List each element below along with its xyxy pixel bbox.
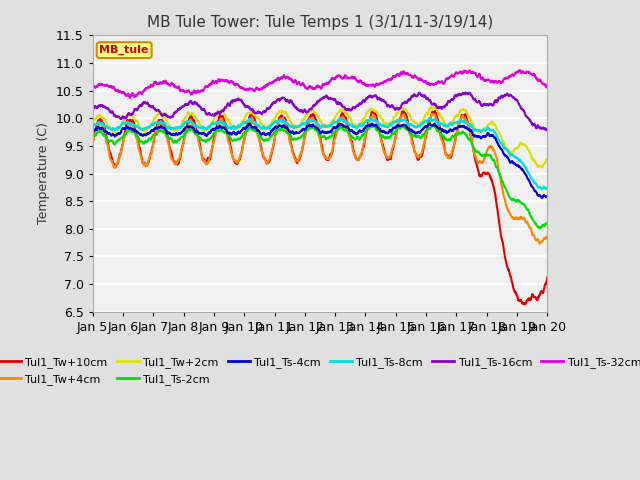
Tul1_Ts-32cm (531, 72, 538, 78)
Tul1_Ts-16cm (543, 128, 551, 133)
Line: Tul1_Tw+10cm: Tul1_Tw+10cm (93, 111, 547, 304)
Tul1_Tw+4cm (531, 233, 538, 239)
Tul1_Ts-2cm (429, 122, 436, 128)
Tul1_Tw+10cm (89, 140, 97, 146)
Text: MB_tule: MB_tule (99, 45, 149, 55)
Tul1_Tw+10cm (298, 148, 305, 154)
Tul1_Ts-4cm (531, 187, 538, 193)
Tul1_Tw+4cm (531, 234, 538, 240)
Tul1_Ts-8cm (112, 127, 120, 132)
Tul1_Tw+4cm (447, 152, 455, 157)
Tul1_Ts-2cm (89, 133, 97, 139)
Tul1_Tw+4cm (310, 117, 317, 123)
Tul1_Tw+10cm (531, 294, 538, 300)
Tul1_Tw+10cm (543, 275, 551, 280)
Tul1_Tw+4cm (298, 148, 305, 154)
Title: MB Tule Tower: Tule Temps 1 (3/1/11-3/19/14): MB Tule Tower: Tule Temps 1 (3/1/11-3/19… (147, 15, 493, 30)
Tul1_Ts-4cm (298, 127, 305, 133)
Tul1_Ts-32cm (112, 88, 120, 94)
Tul1_Ts-32cm (89, 83, 97, 89)
Tul1_Ts-8cm (447, 121, 455, 127)
Tul1_Tw+10cm (531, 294, 538, 300)
Tul1_Ts-2cm (531, 218, 538, 224)
Tul1_Ts-8cm (426, 116, 433, 121)
Tul1_Ts-16cm (310, 102, 317, 108)
Legend: Tul1_Tw+10cm, Tul1_Tw+4cm, Tul1_Tw+2cm, Tul1_Ts-2cm, Tul1_Ts-4cm, Tul1_Ts-8cm, T: Tul1_Tw+10cm, Tul1_Tw+4cm, Tul1_Tw+2cm, … (0, 353, 640, 389)
Tul1_Ts-4cm (531, 187, 538, 193)
Tul1_Tw+4cm (89, 142, 97, 148)
Tul1_Ts-8cm (538, 187, 545, 192)
Tul1_Tw+10cm (112, 162, 120, 168)
Tul1_Ts-4cm (543, 193, 551, 199)
Tul1_Ts-16cm (298, 108, 305, 113)
Tul1_Ts-8cm (543, 185, 551, 191)
Tul1_Tw+4cm (536, 240, 543, 246)
Tul1_Ts-8cm (310, 118, 317, 124)
Tul1_Tw+4cm (429, 111, 436, 117)
Tul1_Ts-4cm (447, 127, 455, 133)
Tul1_Tw+2cm (298, 120, 305, 125)
Line: Tul1_Tw+4cm: Tul1_Tw+4cm (93, 114, 547, 243)
Tul1_Tw+10cm (369, 108, 376, 114)
Tul1_Ts-8cm (531, 179, 538, 185)
Tul1_Ts-32cm (516, 67, 524, 73)
Line: Tul1_Ts-8cm: Tul1_Ts-8cm (93, 119, 547, 190)
Tul1_Ts-16cm (447, 97, 455, 103)
Line: Tul1_Ts-16cm: Tul1_Ts-16cm (93, 93, 547, 131)
Tul1_Tw+10cm (310, 112, 317, 118)
Tul1_Ts-32cm (126, 95, 134, 101)
Tul1_Ts-32cm (310, 85, 318, 91)
Tul1_Ts-16cm (415, 90, 423, 96)
Tul1_Ts-32cm (298, 81, 306, 87)
Tul1_Ts-2cm (310, 125, 317, 131)
Tul1_Ts-16cm (89, 107, 97, 113)
Tul1_Ts-16cm (531, 121, 538, 127)
Tul1_Ts-4cm (310, 123, 317, 129)
Tul1_Ts-4cm (426, 120, 433, 126)
Tul1_Ts-2cm (531, 219, 538, 225)
Tul1_Tw+2cm (543, 156, 551, 162)
Tul1_Tw+2cm (112, 127, 120, 133)
Tul1_Ts-8cm (89, 121, 97, 127)
Tul1_Ts-2cm (447, 136, 455, 142)
Tul1_Tw+2cm (531, 158, 538, 164)
Tul1_Ts-32cm (531, 72, 538, 78)
Line: Tul1_Ts-32cm: Tul1_Ts-32cm (93, 70, 547, 98)
Tul1_Tw+4cm (112, 163, 120, 169)
Tul1_Tw+10cm (520, 301, 528, 307)
Tul1_Ts-32cm (447, 73, 455, 79)
Tul1_Tw+2cm (538, 165, 546, 170)
Tul1_Ts-2cm (536, 225, 544, 231)
Tul1_Ts-4cm (89, 127, 97, 132)
Tul1_Ts-8cm (531, 180, 538, 185)
Tul1_Ts-2cm (112, 139, 120, 145)
Tul1_Tw+10cm (447, 154, 455, 159)
Line: Tul1_Tw+2cm: Tul1_Tw+2cm (93, 107, 547, 168)
Y-axis label: Temperature (C): Temperature (C) (37, 122, 50, 225)
Tul1_Ts-4cm (538, 195, 545, 201)
Tul1_Ts-16cm (531, 121, 538, 127)
Tul1_Ts-8cm (298, 121, 305, 127)
Line: Tul1_Ts-2cm: Tul1_Ts-2cm (93, 125, 547, 228)
Tul1_Ts-32cm (543, 84, 551, 90)
Tul1_Tw+2cm (447, 120, 455, 125)
Tul1_Tw+2cm (89, 120, 97, 126)
Tul1_Ts-16cm (112, 114, 120, 120)
Tul1_Tw+2cm (531, 157, 538, 163)
Tul1_Tw+2cm (310, 109, 317, 115)
Tul1_Ts-2cm (298, 134, 305, 140)
Tul1_Ts-2cm (543, 220, 551, 226)
Tul1_Tw+2cm (428, 104, 435, 109)
Line: Tul1_Ts-4cm: Tul1_Ts-4cm (93, 123, 547, 198)
Tul1_Tw+4cm (543, 233, 551, 239)
Tul1_Ts-4cm (112, 133, 120, 139)
